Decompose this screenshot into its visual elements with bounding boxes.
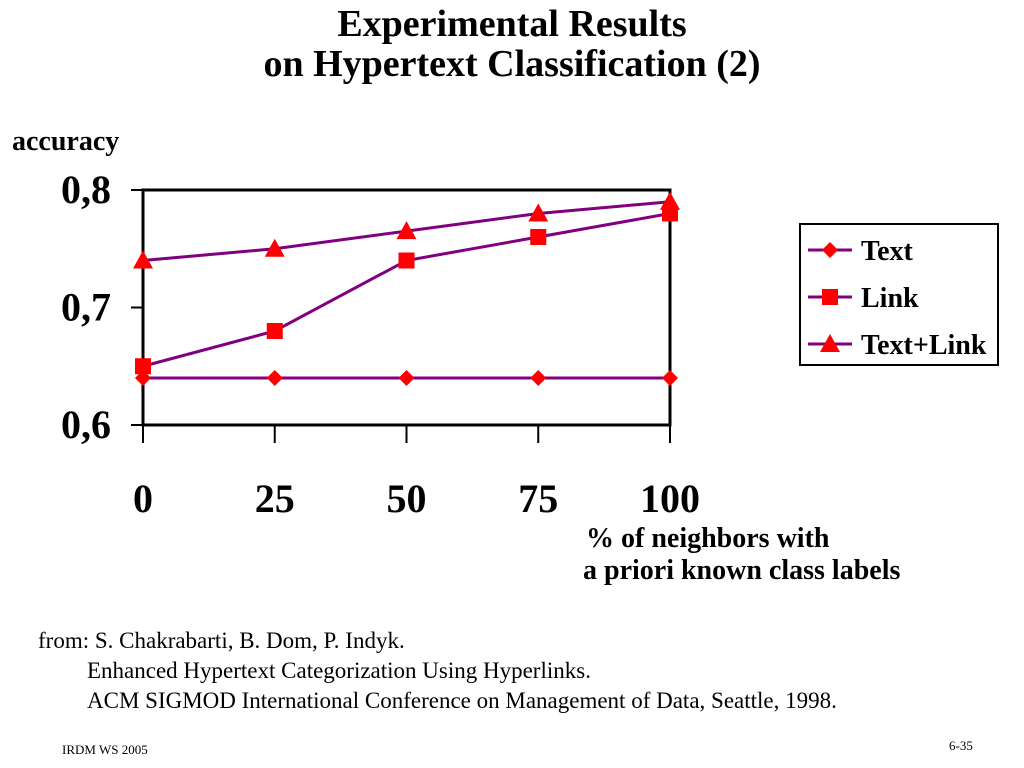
- series-text-link: [133, 191, 680, 269]
- citation: from: S. Chakrabarti, B. Dom, P. Indyk. …: [38, 626, 837, 716]
- slide-title-line2: on Hypertext Classification (2): [263, 43, 761, 85]
- legend-label-link: Link: [861, 283, 919, 314]
- diamond-point-text: [266, 370, 283, 386]
- legend-triangle-marker: [820, 334, 840, 352]
- legend: Text Link Text+Link: [799, 223, 999, 366]
- y-tick-label: 0,7: [61, 285, 111, 330]
- diamond-point-text: [398, 370, 415, 386]
- x-axis-caption: % of neighbors with a priori known class…: [583, 523, 900, 587]
- triangle-point-text-link: [660, 191, 680, 210]
- legend-item-text: Text: [808, 236, 914, 267]
- square-point-link: [398, 252, 415, 269]
- slide-title: Experimental Results on Hypertext Classi…: [0, 4, 1024, 84]
- x-tick-label: 75: [518, 476, 558, 521]
- triangle-point-text-link: [528, 203, 549, 222]
- citation-line-1: from: S. Chakrabarti, B. Dom, P. Indyk.: [38, 628, 405, 653]
- footer-course-label: IRDM WS 2005: [62, 742, 148, 757]
- axes: 0,6 0,7 0,8 0 25 50 75 100: [61, 167, 700, 521]
- square-point-link: [266, 323, 283, 339]
- diamond-point-text: [530, 370, 547, 386]
- legend-label-text-link: Text+Link: [861, 330, 987, 361]
- legend-label-text: Text: [861, 236, 914, 267]
- legend-diamond-marker: [822, 242, 838, 258]
- legend-square-marker: [822, 289, 838, 305]
- square-point-link: [135, 358, 151, 375]
- x-tick-label: 100: [640, 476, 700, 521]
- triangle-point-text-link: [133, 250, 153, 269]
- citation-line-2: Enhanced Hypertext Categorization Using …: [87, 658, 591, 683]
- legend-item-text-link: Text+Link: [808, 330, 987, 361]
- triangle-point-text-link: [264, 238, 285, 257]
- y-tick-label: 0,8: [61, 167, 111, 212]
- triangle-point-text-link: [396, 221, 417, 240]
- slide-title-line1: Experimental Results: [337, 3, 687, 45]
- legend-item-link: Link: [808, 283, 919, 314]
- x-axis-caption-line2: a priori known class labels: [583, 555, 901, 586]
- series-link: [135, 205, 678, 375]
- footer-slide-number: 6-35: [949, 738, 973, 753]
- diamond-point-text: [662, 370, 678, 386]
- citation-line-3: ACM SIGMOD International Conference on M…: [87, 688, 837, 713]
- y-tick-label: 0,6: [61, 402, 111, 447]
- x-tick-label: 0: [133, 476, 153, 521]
- x-tick-label: 50: [387, 476, 427, 521]
- series-lines: [133, 191, 680, 386]
- x-axis-caption-line1: % of neighbors with: [586, 523, 830, 554]
- y-axis-label: accuracy: [12, 126, 119, 157]
- square-point-link: [530, 229, 547, 245]
- x-tick-label: 25: [255, 476, 295, 521]
